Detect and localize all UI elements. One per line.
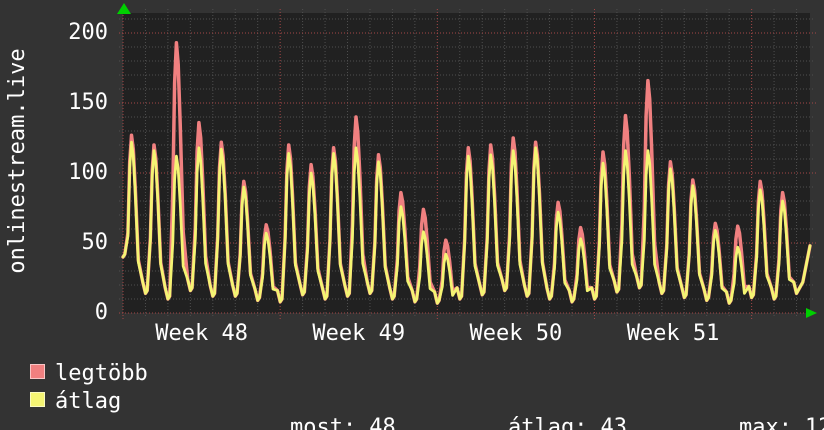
y-tick-label: 0 [94,300,108,325]
stat-max: max: 123 [686,389,824,430]
stat-max-label: max: [738,415,792,430]
y-tick-label: 100 [68,160,108,185]
stat-most-value: 48 [369,415,396,430]
stat-max-value: 123 [804,415,824,430]
x-tick-label: Week 50 [469,321,563,346]
legend-swatch-avg [30,392,45,407]
x-tick-label: Week 49 [312,321,406,346]
stat-atlag-value: 43 [600,415,627,430]
legend-label-avg: átlag [55,389,122,414]
stat-most-label: most: [289,415,357,430]
stat-most: most: 48 [237,389,396,430]
stat-atlag: átlag: 43 [455,389,627,430]
legend-swatch-max [30,364,45,379]
x-tick-label: Week 48 [155,321,248,346]
y-tick-label: 200 [68,20,108,45]
y-tick-label: 150 [68,90,108,115]
x-tick-label: Week 51 [626,321,720,346]
y-tick-label: 50 [81,230,109,255]
stat-atlag-label: átlag: [507,415,588,430]
x-axis-arrow-icon [806,308,817,318]
series-line-avg [121,140,812,305]
y-axis-arrow-icon [117,3,131,14]
legend-label-max: legtöbb [55,361,148,386]
chart-plot-area [119,9,816,319]
